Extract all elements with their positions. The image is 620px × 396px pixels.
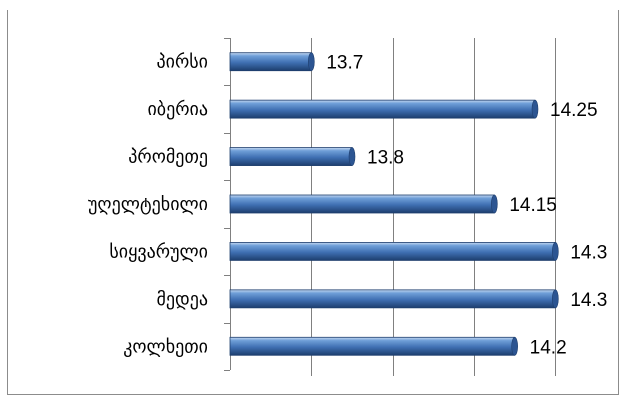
value-label-2: 13.8 (367, 148, 404, 169)
bar-cap-0 (308, 52, 315, 72)
bar-4 (229, 242, 556, 261)
bar-1 (229, 99, 536, 119)
bar-3 (229, 194, 495, 214)
category-label-4: სიყვარული (109, 241, 208, 262)
category-label-5: მედეა (156, 289, 208, 310)
bar-cap-4 (552, 242, 559, 261)
bar-2 (229, 147, 353, 166)
category-label-1: იბერია (147, 99, 208, 120)
value-label-0: 13.7 (326, 53, 363, 74)
category-label-6: კოლხეთი (123, 336, 208, 357)
category-labels: პირსი იბერია პრომეთე უღელტეხილი სიყვარული მედ… (88, 52, 208, 358)
bars (229, 52, 559, 356)
category-label-2: პრომეთე (128, 147, 208, 168)
category-label-3: უღელტეხილი (88, 194, 208, 215)
bar-cap-1 (531, 99, 539, 119)
value-label-1: 14.25 (550, 100, 598, 121)
bar-cap-5 (552, 289, 559, 309)
category-label-0: პირსი (156, 52, 208, 73)
value-label-6: 14.2 (530, 337, 567, 358)
bar-0 (229, 52, 312, 72)
bar-cap-3 (491, 194, 498, 214)
value-labels: 13.7 14.25 13.8 14.15 14.3 14.3 14.2 (326, 53, 607, 359)
chart-frame (7, 10, 619, 395)
bar-6 (229, 336, 516, 356)
bar-5 (229, 289, 556, 309)
bar-cap-2 (348, 147, 356, 166)
bar-cap-6 (511, 336, 518, 356)
value-label-4: 14.3 (570, 242, 607, 263)
value-label-3: 14.15 (509, 195, 557, 216)
value-label-5: 14.3 (570, 290, 607, 311)
